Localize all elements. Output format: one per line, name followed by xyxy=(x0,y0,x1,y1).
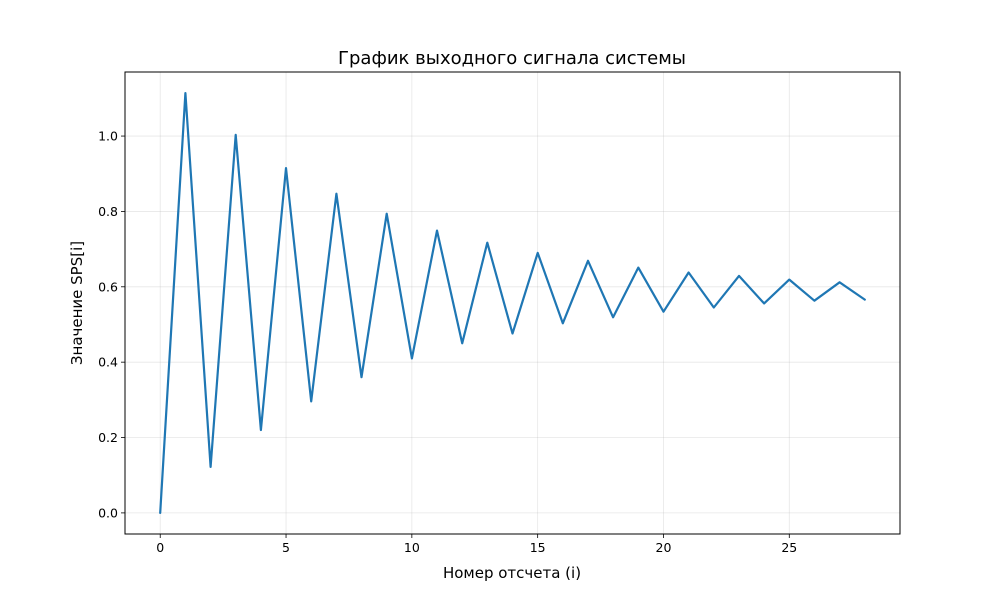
y-axis-ticks: 0.0 0.2 0.4 0.6 0.8 1.0 xyxy=(98,129,125,520)
x-tick-label: 20 xyxy=(656,540,672,555)
y-axis-label: Значение SPS[i] xyxy=(68,241,86,365)
y-tick-label: 0.8 xyxy=(98,204,118,219)
x-tick-label: 15 xyxy=(530,540,546,555)
x-tick-label: 5 xyxy=(282,540,290,555)
grid-lines xyxy=(125,72,900,534)
x-tick-label: 0 xyxy=(156,540,164,555)
y-tick-label: 1.0 xyxy=(98,129,118,144)
y-tick-label: 0.6 xyxy=(98,279,118,294)
x-tick-label: 10 xyxy=(404,540,420,555)
x-axis-label: Номер отсчета (i) xyxy=(443,564,581,582)
series-line-sps xyxy=(159,91,866,515)
chart-title: График выходного сигнала системы xyxy=(338,48,686,69)
y-tick-label: 0.0 xyxy=(98,505,118,520)
x-tick-label: 25 xyxy=(781,540,797,555)
plot-area xyxy=(159,91,866,515)
y-tick-label: 0.2 xyxy=(98,430,118,445)
axes-frame xyxy=(124,71,901,535)
x-axis-ticks: 0 5 10 15 20 25 xyxy=(156,534,797,555)
y-tick-label: 0.4 xyxy=(98,355,118,370)
